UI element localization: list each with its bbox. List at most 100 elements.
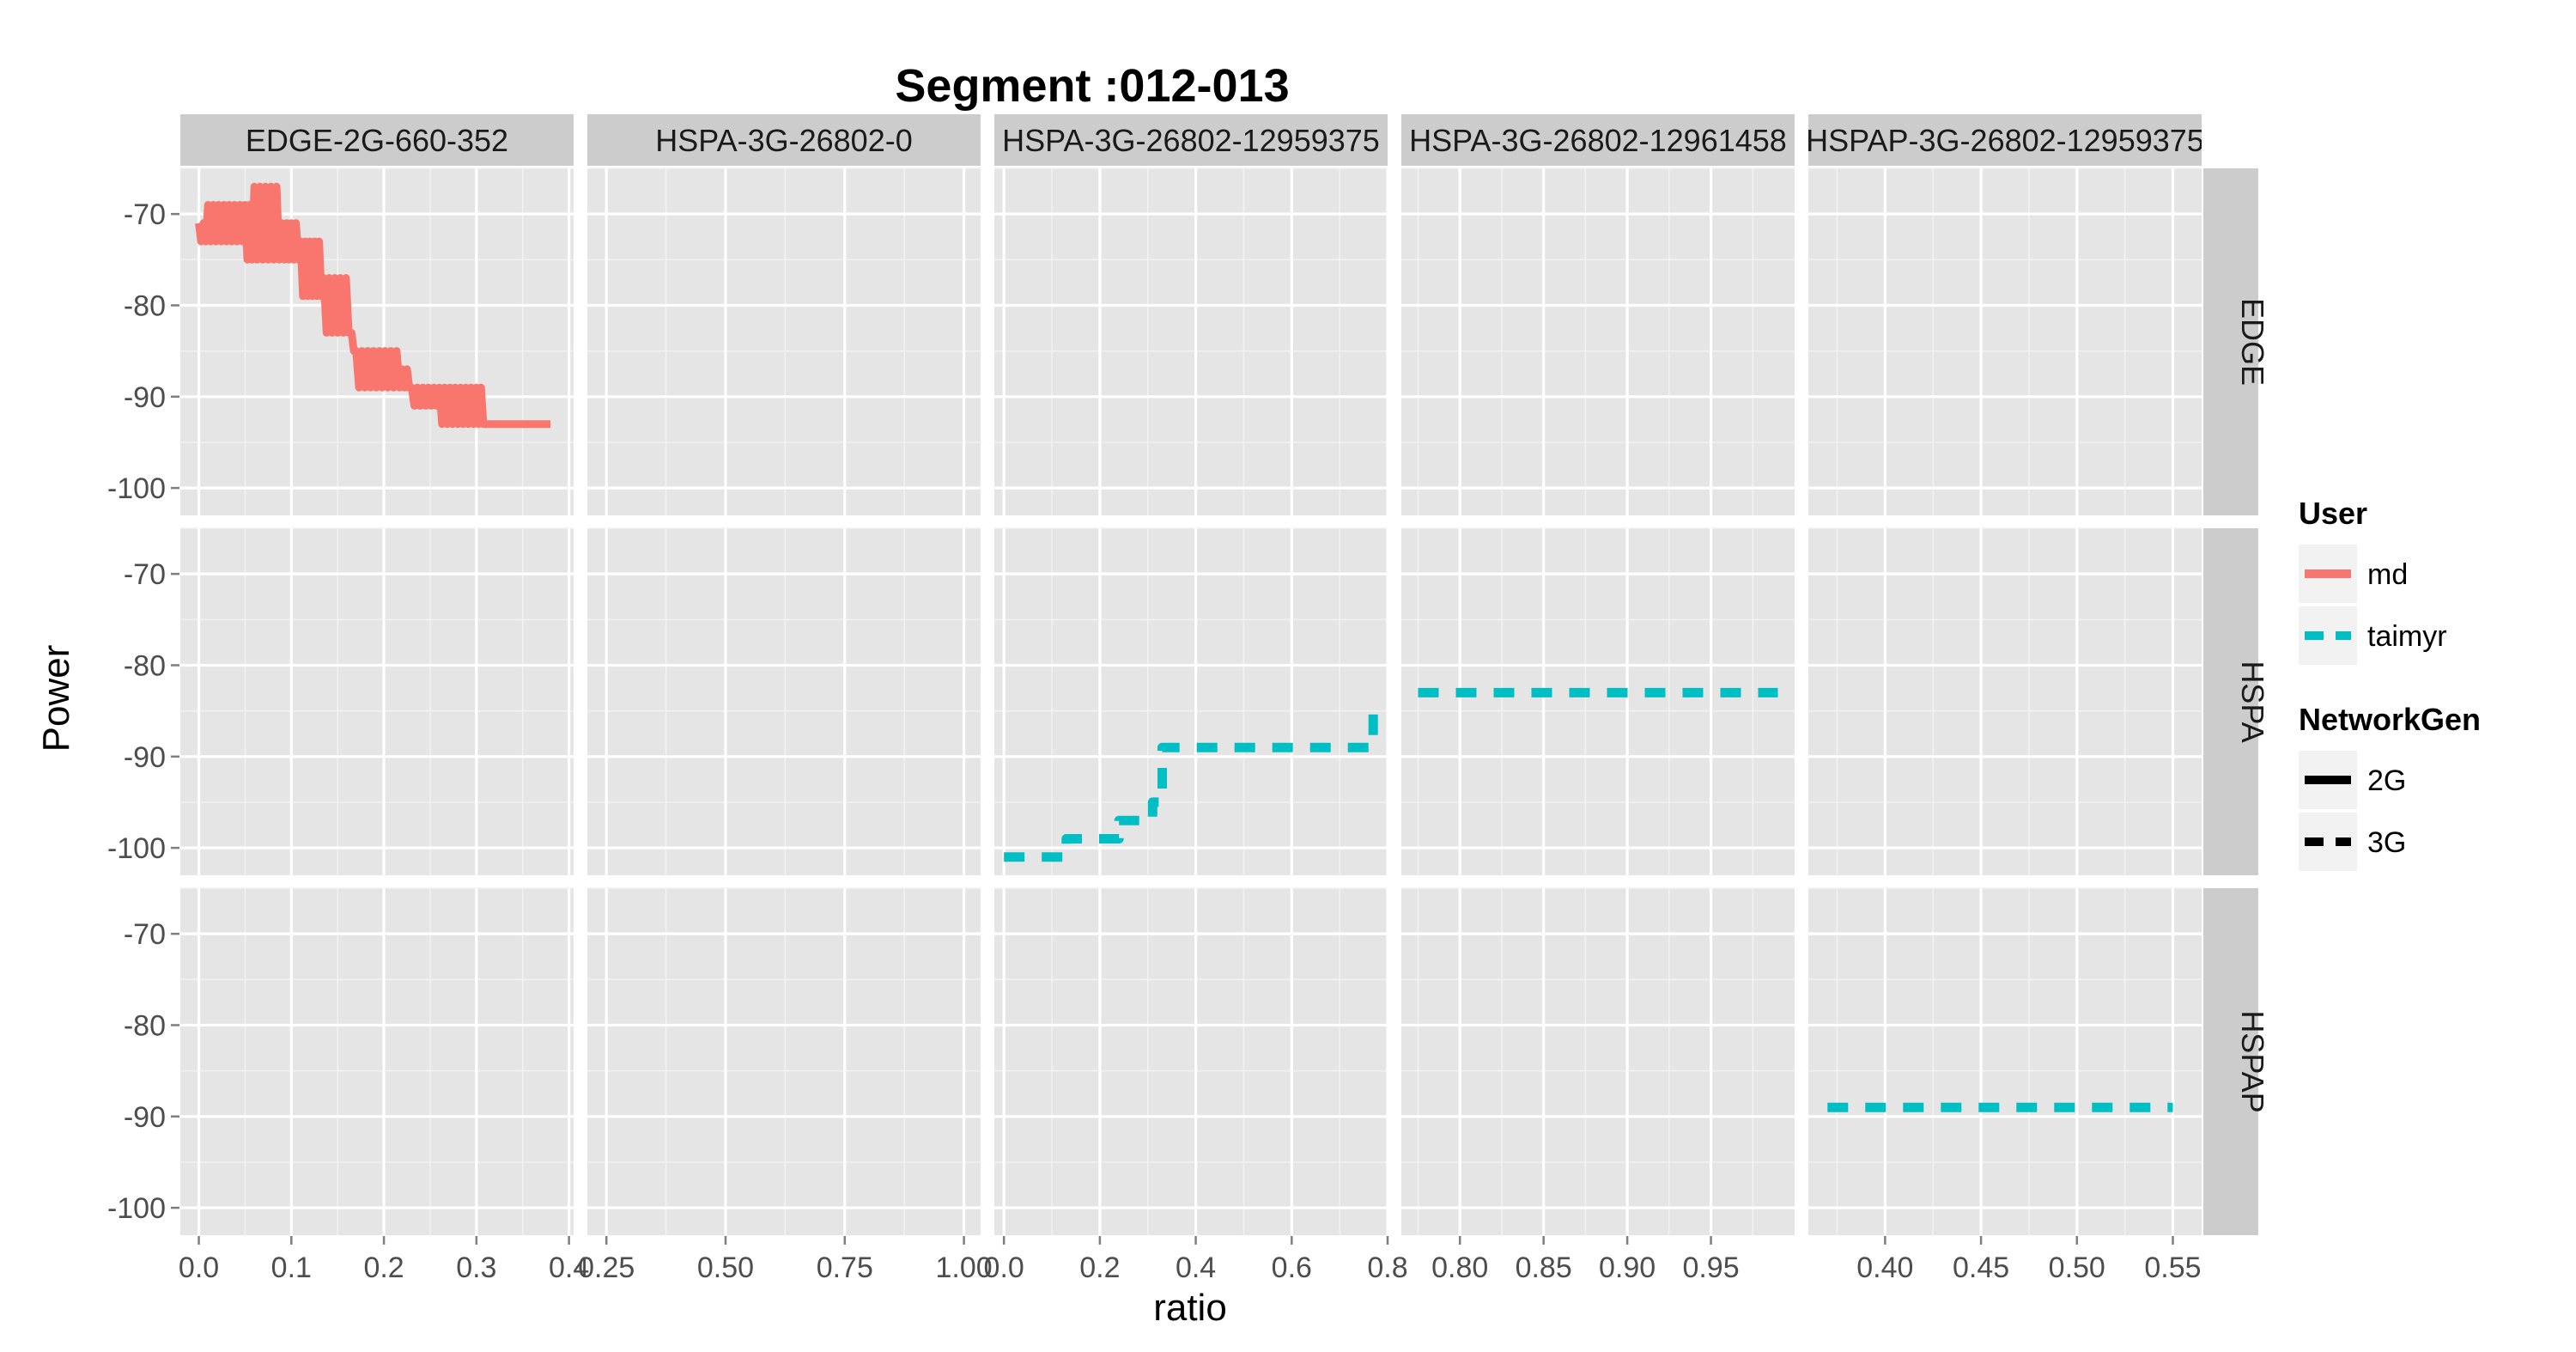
panel-edge-3 (994, 167, 1389, 515)
strip-background (2203, 888, 2258, 1235)
panel-hspa-2 (587, 527, 981, 875)
panel-edge-2 (587, 167, 981, 515)
legend-item-3g: 3G (2299, 813, 2406, 871)
panel-background (994, 888, 1388, 1235)
column-strip-label: HSPA-3G-26802-12959375 (1002, 123, 1380, 158)
chart-title: Segment :012-013 (895, 60, 1289, 112)
x-tick-label: 0.4 (1176, 1252, 1216, 1284)
y-tick-label: -80 (124, 649, 166, 682)
row-strip-edge: EDGE (2203, 168, 2270, 515)
row-strip-label: HSPAP (2235, 1010, 2270, 1112)
row-strip-label: HSPA (2235, 661, 2270, 742)
strip-background (180, 114, 574, 166)
panel-hspa-1 (180, 527, 574, 875)
strip-background (2203, 168, 2258, 515)
column-strip-label: HSPA-3G-26802-12961458 (1409, 123, 1787, 158)
panel-hspap-4 (1401, 887, 1795, 1235)
series-taimyr-3g (1004, 710, 1378, 862)
y-tick-label: -100 (107, 472, 166, 505)
y-tick-label: -90 (124, 741, 166, 774)
panel-background (1808, 168, 2202, 515)
x-tick-label: 0.80 (1431, 1252, 1488, 1284)
y-tick-label: -100 (107, 1192, 166, 1225)
panel-background (180, 528, 574, 875)
panel-background (587, 528, 981, 875)
legend-item-2g: 2G (2299, 751, 2406, 809)
x-tick-label: 1.00 (935, 1252, 992, 1284)
row-strip-hspap: HSPAP (2203, 888, 2270, 1235)
legend-item-label: md (2367, 558, 2408, 591)
x-tick-label: 0.50 (2049, 1252, 2105, 1284)
facet-grid: EDGE-2G-660-352 HSPA-3G-26802-0 HSPA-3G-26… (107, 114, 2270, 1284)
y-tick-label: -80 (124, 289, 166, 322)
panel-background (994, 168, 1388, 515)
x-tick-label: 0.75 (817, 1252, 873, 1284)
y-tick-label: -80 (124, 1009, 166, 1042)
x-tick-label: 0.4 (549, 1252, 589, 1284)
panel-hspa-5 (1808, 527, 2202, 875)
column-strip-1: EDGE-2G-660-352 (180, 114, 574, 166)
x-tick-label: 0.55 (2144, 1252, 2201, 1284)
panel-background (994, 528, 1388, 875)
y-axis-label: Power (35, 645, 77, 752)
strip-background (994, 114, 1388, 166)
panel-hspap-5 (1808, 887, 2202, 1235)
x-tick-label: 0.85 (1516, 1252, 1572, 1284)
column-strip-4: HSPA-3G-26802-12961458 (1401, 114, 1795, 166)
series-md-2g (195, 182, 552, 429)
legend-item-taimyr: taimyr (2299, 606, 2447, 665)
legend-item-md: md (2299, 545, 2408, 603)
legend-item-label: 3G (2367, 826, 2406, 859)
x-tick-label: 0.50 (697, 1252, 754, 1284)
column-strip-label: HSPA-3G-26802-0 (655, 123, 912, 158)
panel-edge-5 (1808, 167, 2202, 515)
x-tick-label: 0.8 (1367, 1252, 1407, 1284)
column-strip-3: HSPA-3G-26802-12959375 (994, 114, 1388, 166)
x-tick-label: 0.2 (363, 1252, 404, 1284)
x-axis-label: ratio (1153, 1287, 1227, 1329)
legend-title: NetworkGen (2299, 702, 2481, 737)
legend-item-label: 2G (2367, 764, 2406, 797)
x-tick-label: 0.2 (1079, 1252, 1120, 1284)
y-tick-label: -70 (124, 558, 166, 591)
strip-background (1808, 114, 2202, 166)
x-tick-label: 0.3 (456, 1252, 496, 1284)
y-tick-label: -70 (124, 918, 166, 951)
y-tick-label: -90 (124, 381, 166, 414)
x-tick-label: 0.95 (1682, 1252, 1739, 1284)
panel-hspa-4 (1401, 527, 1795, 875)
panel-hspap-1 (180, 887, 574, 1235)
x-tick-label: 0.45 (1953, 1252, 2009, 1284)
strip-background (2203, 528, 2258, 875)
legend-group-networkgen: NetworkGen 2G 3G (2299, 702, 2481, 871)
series-line (1004, 710, 1378, 862)
x-tick-label: 0.1 (271, 1252, 312, 1284)
panel-background (1808, 888, 2202, 1235)
x-tick-label: 0.6 (1272, 1252, 1312, 1284)
legend-title: User (2299, 496, 2367, 531)
panel-background (1808, 528, 2202, 875)
panel-edge-4 (1401, 167, 1795, 515)
x-tick-label: 0.90 (1599, 1252, 1656, 1284)
panel-background (587, 168, 981, 515)
x-tick-label: 0.25 (578, 1252, 635, 1284)
panel-hspap-2 (587, 887, 981, 1235)
strip-background (1401, 114, 1795, 166)
row-strip-label: EDGE (2235, 298, 2270, 386)
series-line (195, 182, 552, 429)
y-tick-label: -100 (107, 832, 166, 865)
panel-background (180, 888, 574, 1235)
strip-background (587, 114, 981, 166)
x-tick-label: 0.0 (984, 1252, 1024, 1284)
panel-hspap-3 (994, 887, 1389, 1235)
column-strip-label: HSPAP-3G-26802-12959375 (1806, 123, 2204, 158)
y-tick-label: -90 (124, 1101, 166, 1134)
panel-background (1401, 888, 1795, 1235)
legend-item-label: taimyr (2367, 620, 2447, 653)
y-tick-label: -70 (124, 198, 166, 231)
x-tick-label: 0.0 (179, 1252, 219, 1284)
x-tick-label: 0.40 (1856, 1252, 1913, 1284)
